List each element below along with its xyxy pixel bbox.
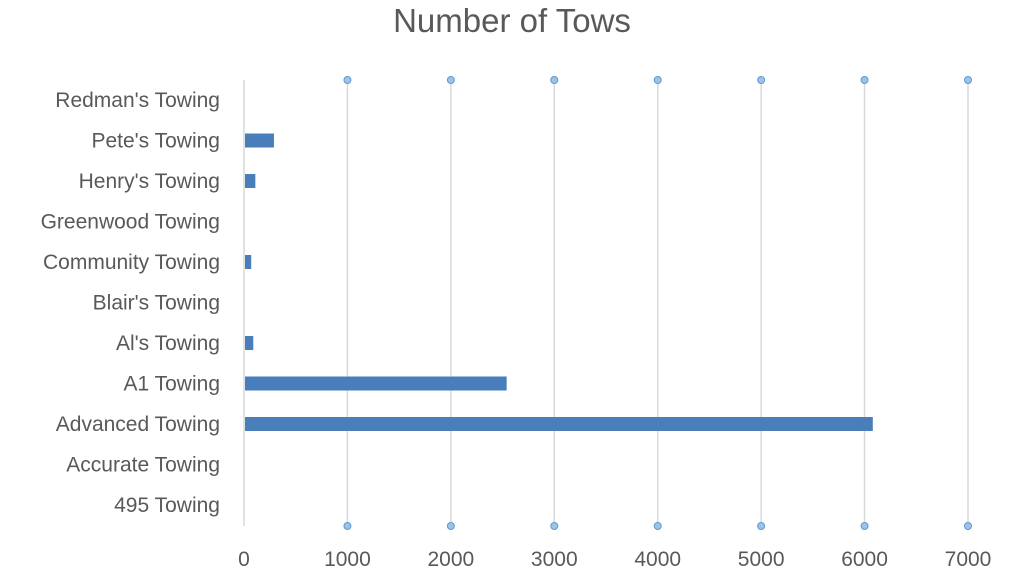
category-label: Pete's Towing <box>91 130 220 153</box>
category-label: A1 Towing <box>123 373 220 396</box>
bar-2 <box>245 174 256 188</box>
x-tick-label: 7000 <box>945 548 992 571</box>
x-tick-label: 1000 <box>324 548 371 571</box>
grid-marker-1000-top <box>343 76 352 84</box>
x-tick-label: 3000 <box>531 548 578 571</box>
grid-marker-5000-bottom <box>757 522 766 530</box>
grid-marker-6000-top <box>860 76 869 84</box>
bar-4 <box>245 255 252 269</box>
bar-7 <box>245 376 507 391</box>
category-label: Redman's Towing <box>55 89 220 112</box>
category-labels: Redman's Towing Pete's Towing Henry's Towi… <box>41 89 220 517</box>
grid-marker-5000-top <box>757 76 766 84</box>
grid-marker-7000-bottom <box>964 522 972 530</box>
grid-marker-6000-bottom <box>860 522 869 530</box>
grid-marker-3000-bottom <box>550 522 559 530</box>
grid-marker-4000-bottom <box>653 522 662 530</box>
grid-marker-2000-top <box>446 76 455 84</box>
x-tick-label: 0 <box>238 548 250 571</box>
x-tick-label: 6000 <box>841 548 888 571</box>
grid-marker-4000-top <box>653 76 662 84</box>
chart-title: Number of Tows <box>393 2 631 39</box>
grid-marker-3000-top <box>550 76 559 84</box>
grid-marker-7000-top <box>964 76 972 84</box>
category-label: Advanced Towing <box>56 413 220 436</box>
category-label: Blair's Towing <box>93 292 220 315</box>
category-label: Community Towing <box>43 251 220 274</box>
grid-marker-1000-bottom <box>343 522 352 530</box>
x-tick-labels: 0 1000 2000 3000 4000 5000 6000 7000 <box>238 548 991 571</box>
category-label: 495 Towing <box>114 494 220 517</box>
grid-marker-2000-bottom <box>446 522 455 530</box>
category-label: Henry's Towing <box>79 170 220 193</box>
bar-1 <box>245 133 274 148</box>
bar-6 <box>245 336 254 350</box>
category-label: Accurate Towing <box>66 454 220 477</box>
x-tick-label: 5000 <box>738 548 785 571</box>
bars <box>245 133 873 431</box>
x-tick-label: 2000 <box>427 548 474 571</box>
grid-lines <box>346 80 969 526</box>
category-label: Greenwood Towing <box>41 211 220 234</box>
grid-markers <box>343 76 972 530</box>
x-tick-label: 4000 <box>634 548 681 571</box>
bar-8 <box>245 417 873 431</box>
category-label: Al's Towing <box>116 332 220 355</box>
